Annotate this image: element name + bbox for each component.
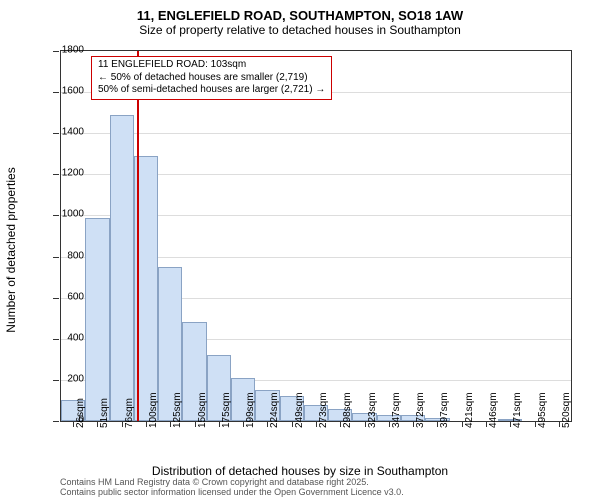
x-tick-label: 224sqm — [269, 392, 280, 428]
footnote: Contains HM Land Registry data © Crown c… — [60, 478, 404, 498]
marker-line — [137, 51, 139, 421]
footnote-line2: Contains public sector information licen… — [60, 488, 404, 498]
chart-subtitle: Size of property relative to detached ho… — [0, 23, 600, 41]
x-tick-label: 199sqm — [245, 392, 256, 428]
y-tick-label: 1200 — [44, 168, 84, 179]
x-tick — [462, 421, 463, 427]
x-tick — [146, 421, 147, 427]
x-tick — [122, 421, 123, 427]
x-tick-label: 51sqm — [99, 398, 110, 428]
x-tick-label: 76sqm — [124, 398, 135, 428]
x-tick — [195, 421, 196, 427]
x-tick-label: 26sqm — [75, 398, 86, 428]
y-tick-label: 1400 — [44, 127, 84, 138]
chart-title: 11, ENGLEFIELD ROAD, SOUTHAMPTON, SO18 1… — [0, 0, 600, 23]
x-tick-label: 150sqm — [197, 392, 208, 428]
x-tick — [559, 421, 560, 427]
x-tick-label: 421sqm — [464, 392, 475, 428]
x-tick-label: 446sqm — [488, 392, 499, 428]
histogram-bar — [110, 115, 134, 421]
x-tick-label: 471sqm — [512, 392, 523, 428]
x-tick-label: 298sqm — [342, 392, 353, 428]
x-tick — [243, 421, 244, 427]
x-tick-label: 520sqm — [561, 392, 572, 428]
y-tick-label: 1800 — [44, 45, 84, 56]
x-tick-label: 495sqm — [537, 392, 548, 428]
x-tick-label: 125sqm — [172, 392, 183, 428]
x-tick — [389, 421, 390, 427]
x-tick — [219, 421, 220, 427]
histogram-bar — [85, 218, 109, 422]
plot-area: 11 ENGLEFIELD ROAD: 103sqm ← 50% of deta… — [60, 50, 572, 422]
annotation-line3: 50% of semi-detached houses are larger (… — [98, 84, 325, 97]
x-tick — [413, 421, 414, 427]
y-tick-label: 200 — [44, 373, 84, 384]
x-tick-label: 175sqm — [221, 392, 232, 428]
x-tick — [292, 421, 293, 427]
annotation-box: 11 ENGLEFIELD ROAD: 103sqm ← 50% of deta… — [91, 56, 332, 100]
x-tick-label: 347sqm — [391, 392, 402, 428]
x-tick-label: 273sqm — [318, 392, 329, 428]
y-tick-label: 800 — [44, 250, 84, 261]
y-tick-label: 1600 — [44, 86, 84, 97]
y-axis-title: Number of detached properties — [4, 167, 18, 332]
y-tick-label: 400 — [44, 332, 84, 343]
x-tick-label: 372sqm — [415, 392, 426, 428]
y-tick-label: 600 — [44, 291, 84, 302]
x-tick — [535, 421, 536, 427]
x-axis-title: Distribution of detached houses by size … — [152, 464, 448, 478]
annotation-line1: 11 ENGLEFIELD ROAD: 103sqm — [98, 59, 325, 72]
x-tick-label: 100sqm — [148, 392, 159, 428]
x-tick — [486, 421, 487, 427]
x-tick — [365, 421, 366, 427]
x-tick — [316, 421, 317, 427]
y-tick-label: 1000 — [44, 209, 84, 220]
x-tick-label: 323sqm — [367, 392, 378, 428]
annotation-line2: ← 50% of detached houses are smaller (2,… — [98, 72, 325, 85]
x-tick-label: 397sqm — [439, 392, 450, 428]
chart-container: 11, ENGLEFIELD ROAD, SOUTHAMPTON, SO18 1… — [0, 0, 600, 500]
x-tick-label: 249sqm — [294, 392, 305, 428]
